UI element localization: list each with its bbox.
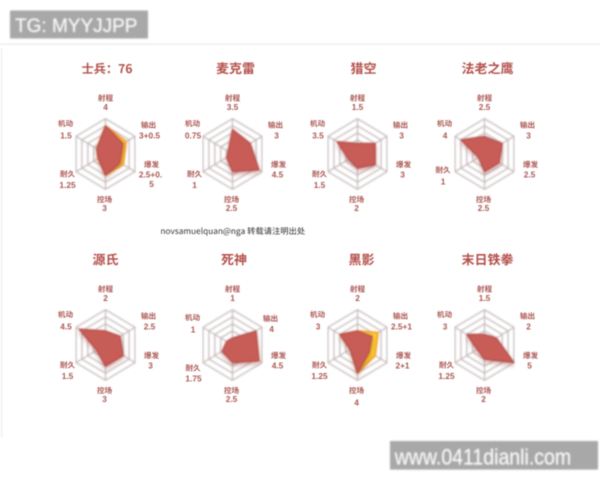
- svg-text:1.5: 1.5: [60, 131, 72, 141]
- svg-text:1: 1: [192, 180, 197, 190]
- svg-text:3: 3: [526, 131, 531, 141]
- svg-text:2.5: 2.5: [524, 170, 536, 180]
- svg-text:2.5+0.: 2.5+0.: [139, 170, 162, 180]
- svg-text:4: 4: [354, 398, 359, 408]
- svg-text:www.0411dianli.com: www.0411dianli.com: [394, 445, 571, 470]
- svg-text:2.5+1: 2.5+1: [391, 322, 412, 332]
- svg-text:4.5: 4.5: [60, 322, 72, 332]
- svg-text:1.5: 1.5: [352, 102, 364, 112]
- svg-text:2: 2: [103, 293, 108, 303]
- svg-text:2.5: 2.5: [478, 203, 490, 213]
- svg-text:2: 2: [355, 293, 360, 303]
- svg-text:3.5: 3.5: [227, 102, 239, 112]
- svg-text:1: 1: [191, 325, 196, 335]
- svg-text:4: 4: [443, 131, 448, 141]
- svg-text:1: 1: [441, 177, 446, 187]
- svg-text:3: 3: [148, 361, 153, 371]
- svg-text:3.5: 3.5: [312, 131, 324, 141]
- svg-text:1.5: 1.5: [479, 293, 491, 303]
- svg-text:1.75: 1.75: [185, 374, 202, 384]
- svg-text:1.5: 1.5: [314, 180, 326, 190]
- svg-text:3+0.5: 3+0.5: [139, 131, 160, 141]
- svg-text:2.5: 2.5: [226, 394, 238, 404]
- svg-text:2: 2: [354, 203, 359, 213]
- svg-text:1.25: 1.25: [311, 371, 328, 381]
- svg-text:1.5: 1.5: [62, 371, 74, 381]
- svg-text:2.5: 2.5: [226, 203, 238, 213]
- svg-text:2.5: 2.5: [144, 322, 156, 332]
- svg-text:3: 3: [274, 131, 279, 141]
- svg-text:4.5: 4.5: [272, 361, 284, 371]
- svg-text:1.25: 1.25: [438, 371, 455, 381]
- svg-text:2+1: 2+1: [395, 361, 409, 371]
- svg-text:3: 3: [102, 203, 107, 213]
- svg-text:5: 5: [149, 179, 154, 189]
- svg-text:2.5: 2.5: [479, 102, 491, 112]
- svg-text:TG: MYYJJPP: TG: MYYJJPP: [15, 16, 137, 37]
- svg-text:2: 2: [526, 322, 531, 332]
- svg-text:3: 3: [102, 394, 107, 404]
- svg-text:0.75: 0.75: [185, 131, 202, 141]
- svg-text:1.25: 1.25: [59, 180, 76, 190]
- svg-text:5: 5: [527, 361, 532, 371]
- svg-text:3: 3: [400, 170, 405, 180]
- svg-text:3: 3: [399, 131, 404, 141]
- svg-text:4.5: 4.5: [272, 170, 284, 180]
- svg-text:2: 2: [481, 394, 486, 404]
- svg-text:3: 3: [443, 322, 448, 332]
- svg-text:1: 1: [230, 293, 235, 303]
- svg-text:3: 3: [316, 322, 321, 332]
- svg-text:4: 4: [103, 102, 108, 112]
- svg-text:4: 4: [269, 324, 274, 334]
